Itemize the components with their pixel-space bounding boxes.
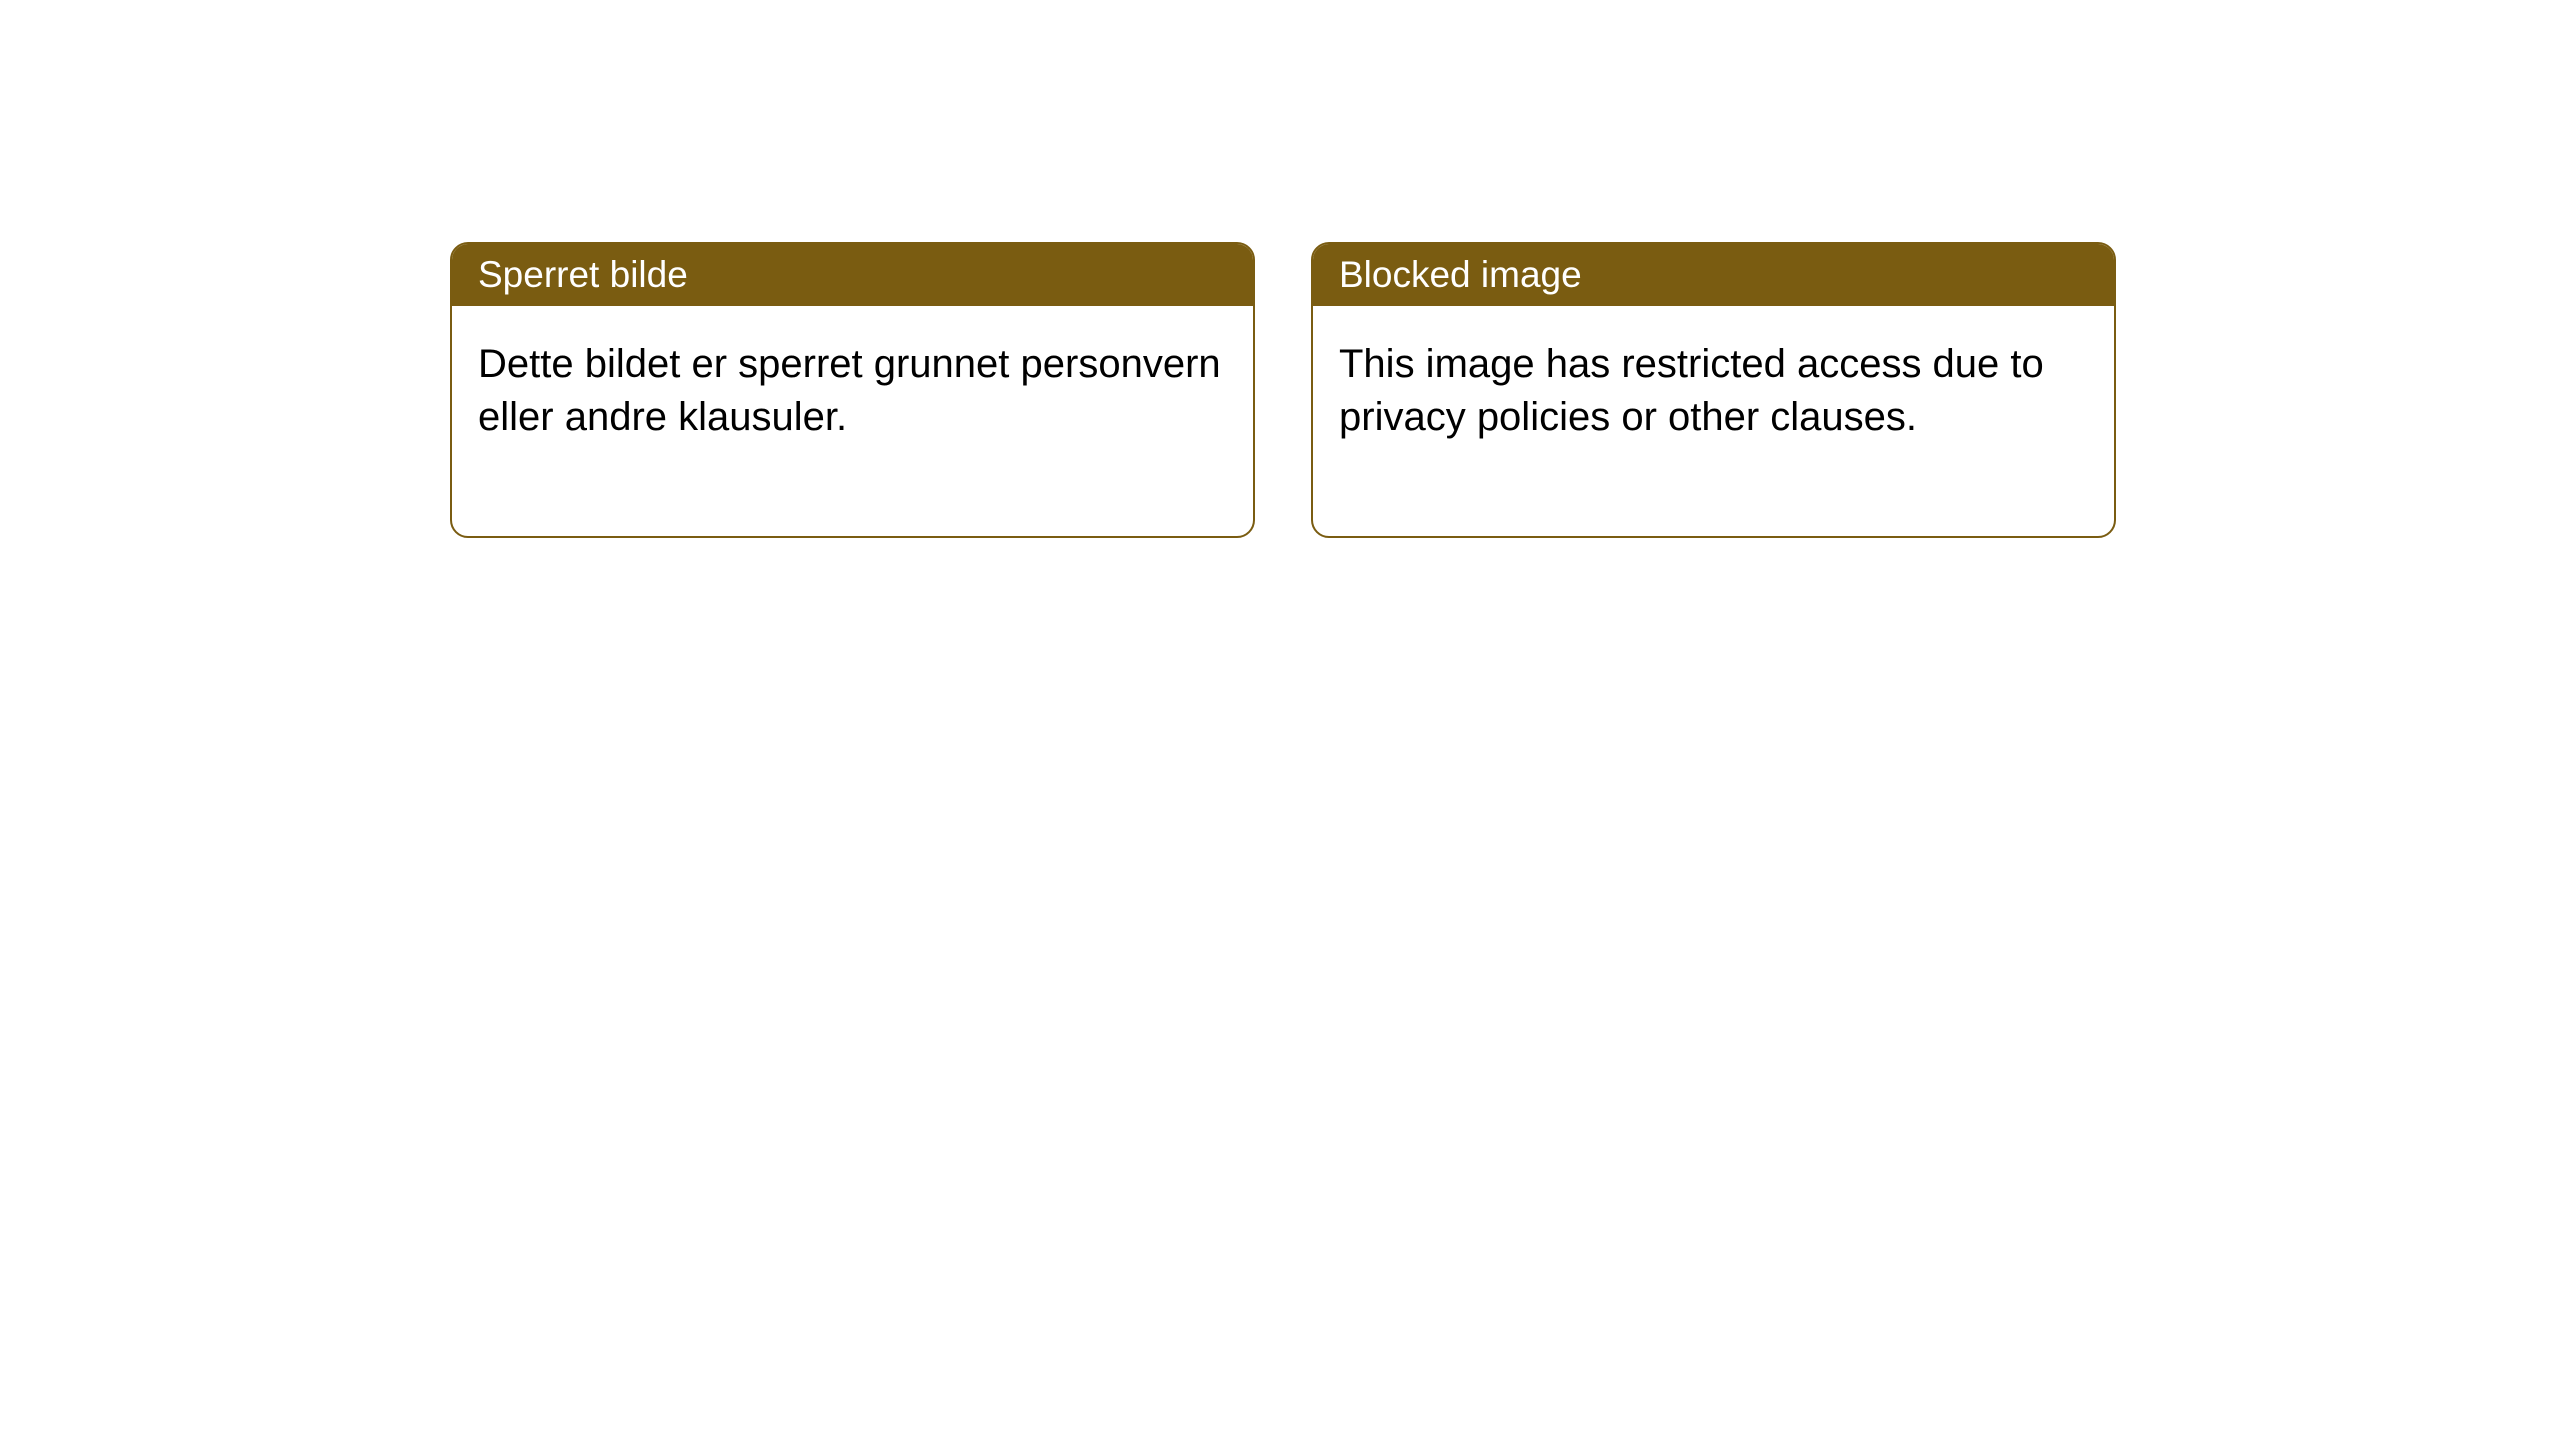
notice-text: Dette bildet er sperret grunnet personve… [478, 342, 1221, 439]
notice-container: Sperret bilde Dette bildet er sperret gr… [450, 242, 2116, 538]
notice-body: This image has restricted access due to … [1313, 306, 2114, 536]
notice-box-english: Blocked image This image has restricted … [1311, 242, 2116, 538]
notice-title: Blocked image [1339, 254, 1582, 295]
notice-text: This image has restricted access due to … [1339, 342, 2044, 439]
notice-header: Sperret bilde [452, 244, 1253, 306]
notice-body: Dette bildet er sperret grunnet personve… [452, 306, 1253, 536]
notice-header: Blocked image [1313, 244, 2114, 306]
notice-box-norwegian: Sperret bilde Dette bildet er sperret gr… [450, 242, 1255, 538]
notice-title: Sperret bilde [478, 254, 688, 295]
